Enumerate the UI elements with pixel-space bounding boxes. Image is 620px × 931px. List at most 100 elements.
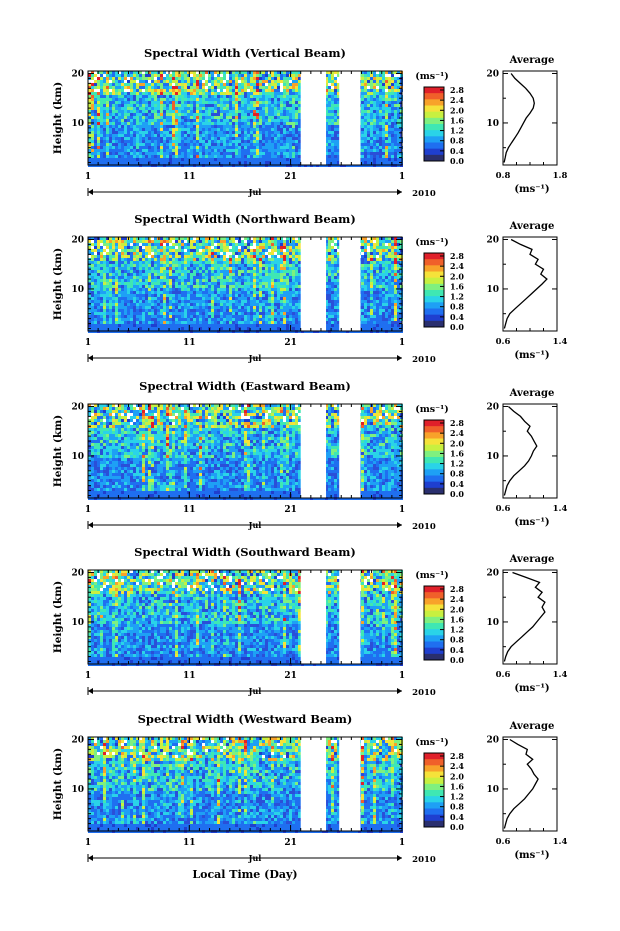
heatmap-cell <box>133 288 136 291</box>
heatmap-cell <box>235 240 238 243</box>
heatmap-cell <box>298 113 301 116</box>
heatmap-cell <box>220 89 223 92</box>
heatmap-cell <box>250 315 253 318</box>
heatmap-cell <box>220 249 223 252</box>
heatmap-cell <box>175 327 178 330</box>
heatmap-cell <box>223 104 226 107</box>
heatmap-cell <box>196 77 199 80</box>
heatmap-cell <box>175 74 178 77</box>
heatmap-cell <box>259 131 262 134</box>
heatmap-cell <box>223 152 226 155</box>
heatmap-cell <box>208 276 211 279</box>
heatmap-cell <box>256 291 259 294</box>
heatmap-cell <box>250 273 253 276</box>
heatmap-cell <box>145 98 148 101</box>
heatmap-cell <box>388 137 391 140</box>
heatmap-cell <box>100 74 103 77</box>
heatmap-cell <box>202 143 205 146</box>
heatmap-cell <box>97 297 100 300</box>
heatmap-cell <box>328 95 331 98</box>
heatmap-cell <box>280 149 283 152</box>
heatmap-cell <box>217 276 220 279</box>
heatmap-cell <box>139 140 142 143</box>
heatmap-cell <box>397 152 400 155</box>
heatmap-cell <box>103 104 106 107</box>
heatmap-cell <box>181 107 184 110</box>
heatmap-cell <box>103 107 106 110</box>
heatmap-cell <box>121 155 124 158</box>
heatmap-cell <box>100 137 103 140</box>
heatmap-cell <box>148 324 151 327</box>
heatmap-cell <box>112 158 115 161</box>
heatmap-cell <box>382 89 385 92</box>
heatmap-cell <box>166 71 169 74</box>
heatmap-cell <box>292 116 295 119</box>
heatmap-cell <box>205 303 208 306</box>
heatmap-cell <box>136 86 139 89</box>
heatmap-cell <box>190 95 193 98</box>
heatmap-cell <box>250 267 253 270</box>
heatmap-cell <box>157 282 160 285</box>
heatmap-cell <box>286 110 289 113</box>
heatmap-cell <box>169 116 172 119</box>
heatmap-cell <box>175 77 178 80</box>
heatmap-cell <box>283 158 286 161</box>
heatmap-cell <box>121 98 124 101</box>
heatmap-cell <box>265 80 268 83</box>
heatmap-cell <box>115 137 118 140</box>
heatmap-cell <box>289 143 292 146</box>
heatmap-cell <box>238 149 241 152</box>
heatmap-cell <box>334 107 337 110</box>
heatmap-cell <box>217 74 220 77</box>
heatmap-cell <box>214 267 217 270</box>
heatmap-cell <box>235 243 238 246</box>
heatmap-cell <box>232 240 235 243</box>
heatmap-cell <box>391 137 394 140</box>
heatmap-cell <box>157 306 160 309</box>
colorbar-swatch <box>424 130 444 137</box>
heatmap-cell <box>112 74 115 77</box>
heatmap-cell <box>226 291 229 294</box>
heatmap-cell <box>214 249 217 252</box>
heatmap-cell <box>136 137 139 140</box>
heatmap-cell <box>244 125 247 128</box>
heatmap-cell <box>214 276 217 279</box>
heatmap-cell <box>151 327 154 330</box>
heatmap-cell <box>112 273 115 276</box>
heatmap-cell <box>268 149 271 152</box>
heatmap-cell <box>241 71 244 74</box>
heatmap-cell <box>217 128 220 131</box>
heatmap-cell <box>211 312 214 315</box>
heatmap-cell <box>133 113 136 116</box>
heatmap-cell <box>136 297 139 300</box>
heatmap-cell <box>106 92 109 95</box>
heatmap-cell <box>388 122 391 125</box>
heatmap-cell <box>94 264 97 267</box>
heatmap-cell <box>202 101 205 104</box>
heatmap-cell <box>394 113 397 116</box>
heatmap-cell <box>199 98 202 101</box>
heatmap-cell <box>382 95 385 98</box>
heatmap-cell <box>127 264 130 267</box>
heatmap-cell <box>226 297 229 300</box>
heatmap-cell <box>118 282 121 285</box>
heatmap-cell <box>88 134 91 137</box>
heatmap-cell <box>136 237 139 240</box>
heatmap-cell <box>193 297 196 300</box>
heatmap-cell <box>151 137 154 140</box>
y-axis-label: Height (km) <box>52 82 64 154</box>
heatmap-cell <box>253 116 256 119</box>
heatmap-cell <box>226 279 229 282</box>
heatmap-cell <box>142 255 145 258</box>
heatmap-cell <box>256 306 259 309</box>
heatmap-cell <box>370 86 373 89</box>
heatmap-cell <box>166 77 169 80</box>
heatmap-cell <box>220 294 223 297</box>
heatmap-cell <box>262 128 265 131</box>
heatmap-cell <box>103 95 106 98</box>
heatmap-cell <box>154 279 157 282</box>
heatmap-cell <box>388 125 391 128</box>
heatmap-cell <box>115 246 118 249</box>
heatmap-cell <box>232 128 235 131</box>
heatmap-cell <box>328 161 331 164</box>
